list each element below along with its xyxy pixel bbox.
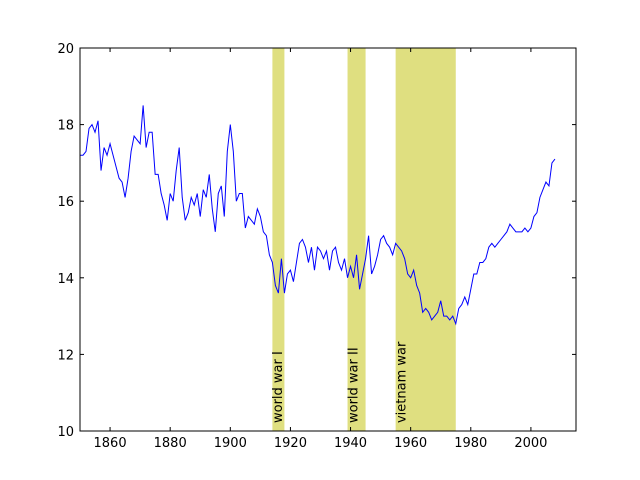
span bbox=[272, 48, 285, 431]
x-tick-label: 1880 bbox=[154, 436, 187, 451]
span-label: world war II bbox=[346, 347, 361, 423]
span bbox=[347, 48, 366, 431]
x-tick-label: 1860 bbox=[94, 436, 127, 451]
line bbox=[80, 105, 556, 326]
x-tick-label: 1940 bbox=[334, 436, 367, 451]
span-label: world war I bbox=[271, 351, 286, 423]
plot-frame bbox=[79, 47, 577, 432]
span-label: vietnam war bbox=[394, 341, 409, 423]
x-tick-label: 1920 bbox=[274, 436, 307, 451]
y-tick-label: 14 bbox=[57, 272, 74, 287]
x-tick-label: 1900 bbox=[214, 436, 247, 451]
y-tick-label: 18 bbox=[57, 119, 74, 134]
x-tick-label: 1960 bbox=[394, 436, 427, 451]
y-tick-label: 20 bbox=[57, 42, 74, 57]
x-tick-label: 1980 bbox=[454, 436, 487, 451]
y-tick-label: 10 bbox=[57, 425, 74, 440]
y-tick-label: 12 bbox=[57, 348, 74, 363]
x-tick-label: 2000 bbox=[514, 436, 547, 451]
y-tick-label: 16 bbox=[57, 195, 74, 210]
span bbox=[395, 48, 456, 431]
